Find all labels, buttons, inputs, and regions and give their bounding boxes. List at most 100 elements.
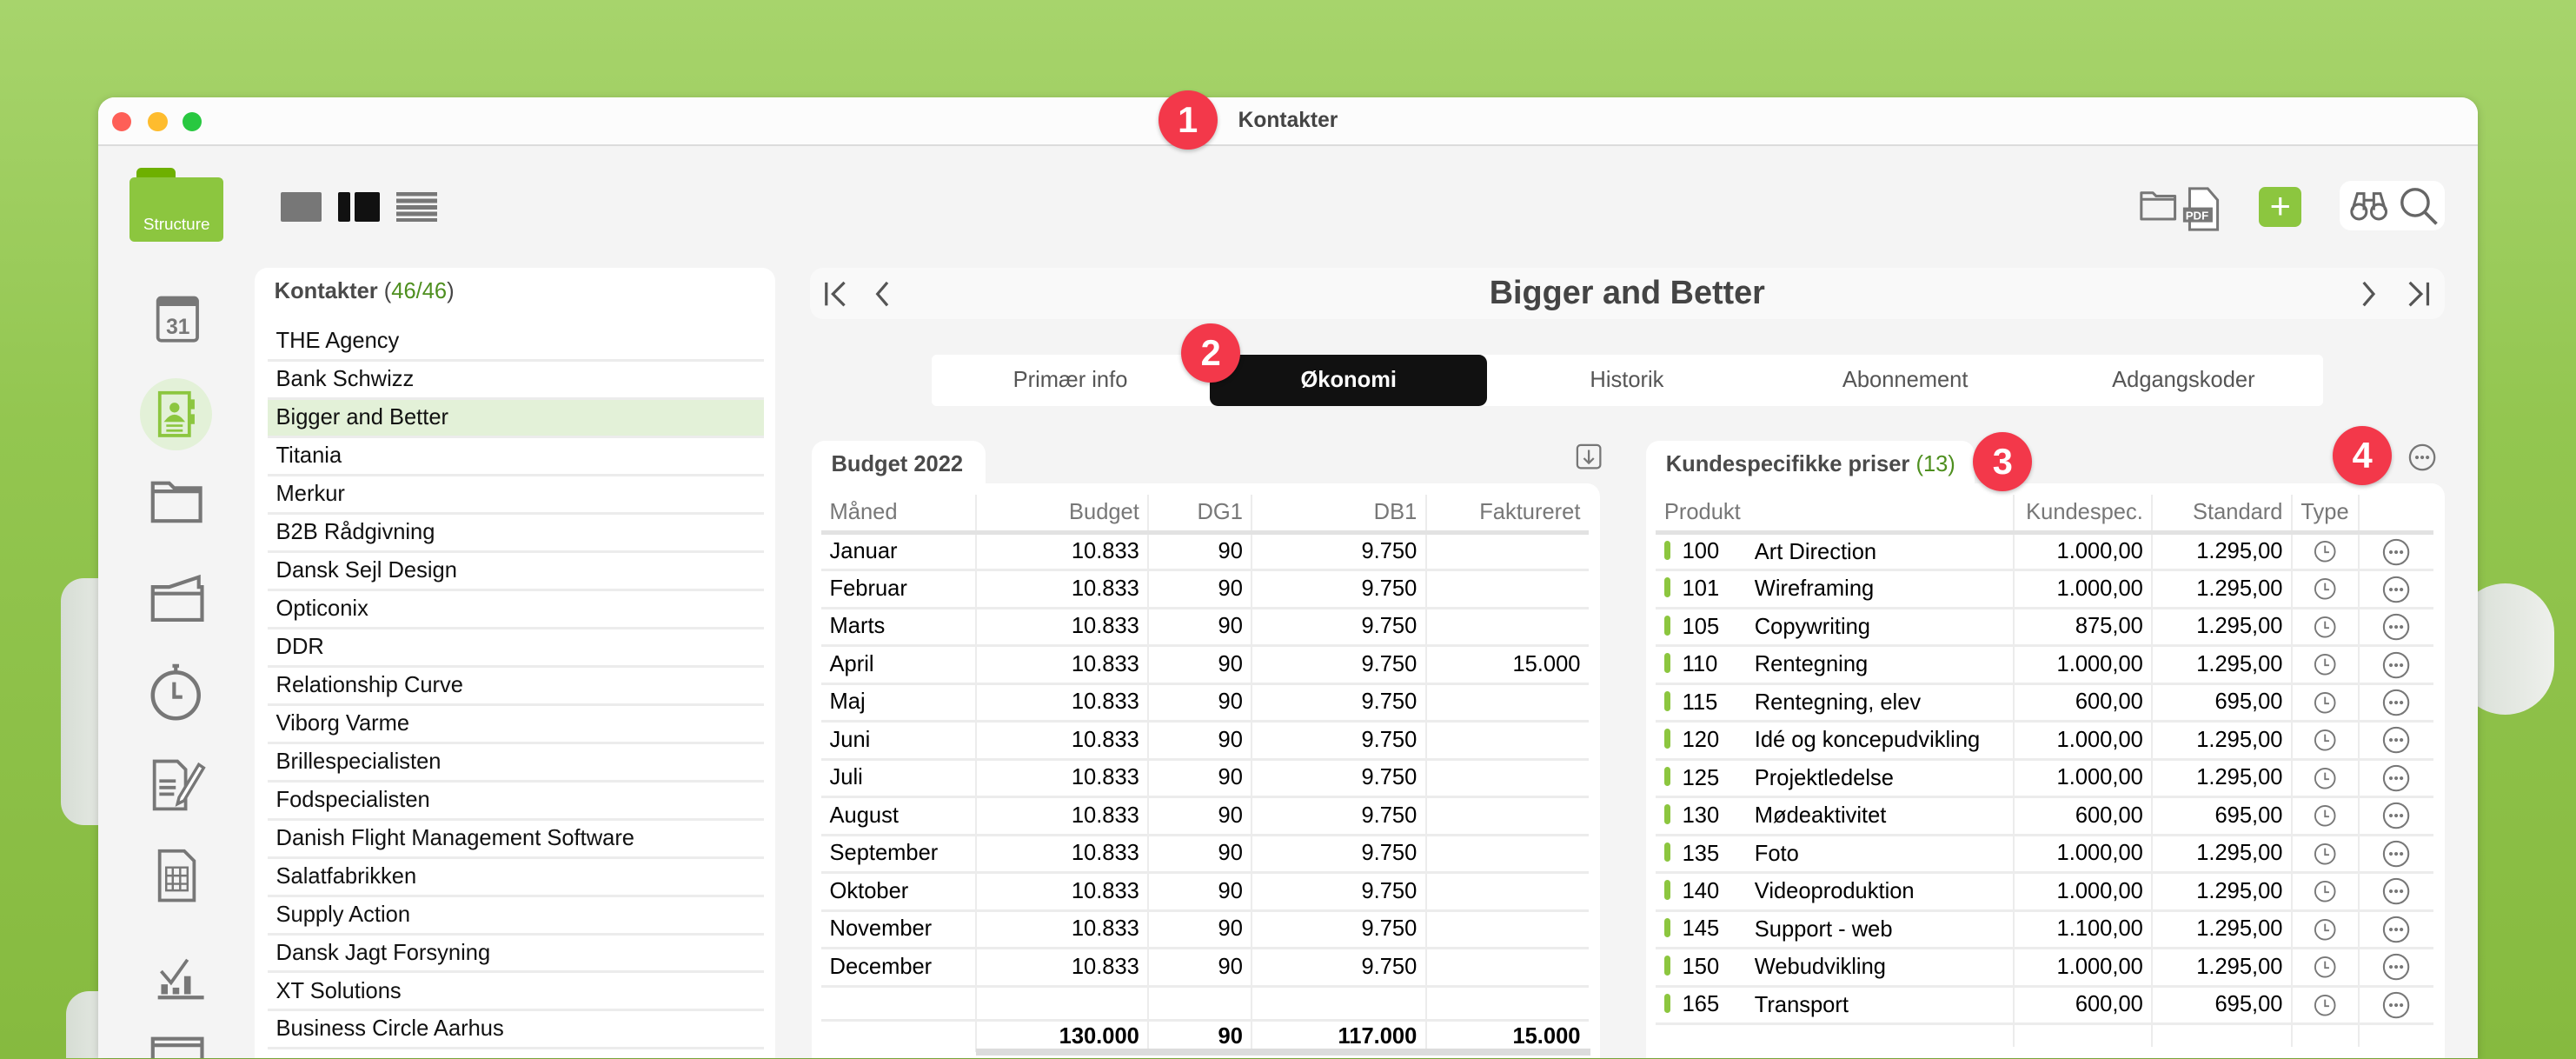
budget-row[interactable]: Marts 10.833 90 9.750	[821, 608, 1589, 648]
row-options-icon[interactable]	[2358, 721, 2433, 761]
price-row[interactable]: 115 Rentegning, elev 600,00 695,00	[1656, 683, 2433, 723]
contact-list-item[interactable]: XT Solutions	[268, 974, 764, 1012]
budget-row[interactable]: December 10.833 90 9.750	[821, 948, 1589, 988]
customer-price[interactable]: 1.000,00	[2013, 948, 2153, 988]
price-row[interactable]: 110 Rentegning 1.000,00 1.295,00	[1656, 645, 2433, 685]
invoice-icon[interactable]	[149, 1034, 205, 1059]
price-row[interactable]: 165 Transport 600,00 695,00	[1656, 986, 2433, 1026]
budget-row[interactable]: Maj 10.833 90 9.750	[821, 683, 1589, 723]
spreadsheet-icon[interactable]	[155, 848, 201, 903]
row-options-icon[interactable]	[2358, 532, 2433, 572]
budget-row[interactable]: Oktober 10.833 90 9.750	[821, 872, 1589, 912]
column-header[interactable]: Måned	[821, 494, 976, 535]
customer-price[interactable]: 1.000,00	[2013, 532, 2153, 572]
budget-row[interactable]: Januar 10.833 90 9.750	[821, 532, 1589, 572]
contact-list-item[interactable]: Brillespecialisten	[268, 744, 764, 783]
price-row[interactable]: 140 Videoproduktion 1.000,00 1.295,00	[1656, 872, 2433, 912]
column-header[interactable]: DG1	[1147, 494, 1252, 535]
contact-list-item[interactable]: DDR	[268, 629, 764, 668]
price-row[interactable]: 135 Foto 1.000,00 1.295,00	[1656, 835, 2433, 875]
binoculars-icon[interactable]	[2349, 189, 2388, 222]
pdf-icon[interactable]: PDF	[2181, 186, 2227, 232]
budget-row[interactable]: Februar 10.833 90 9.750	[821, 569, 1589, 609]
row-options-icon[interactable]	[2358, 910, 2433, 950]
minimize-window-button[interactable]	[148, 111, 168, 132]
column-header[interactable]: Kundespec.	[2013, 494, 2153, 535]
contact-list-item[interactable]: Bigger and Better	[268, 400, 764, 439]
customer-price[interactable]: 1.000,00	[2013, 569, 2153, 609]
column-header[interactable]: DB1	[1251, 494, 1426, 535]
budget-row[interactable]: November 10.833 90 9.750	[821, 910, 1589, 950]
row-options-icon[interactable]	[2358, 683, 2433, 723]
zoom-window-button[interactable]	[182, 111, 202, 132]
customer-price[interactable]: 1.000,00	[2013, 872, 2153, 912]
contact-list-item[interactable]: Viborg Varme	[268, 706, 764, 744]
column-header[interactable]: Standard	[2151, 494, 2292, 535]
row-options-icon[interactable]	[2358, 986, 2433, 1026]
title-bar[interactable]: Kontakter	[98, 97, 2478, 147]
open-folder-icon[interactable]	[149, 574, 205, 623]
list-view-icon[interactable]	[395, 192, 437, 223]
price-row[interactable]: 125 Projektledelse 1.000,00 1.295,00	[1656, 759, 2433, 799]
price-row[interactable]: 120 Idé og koncepudvikling 1.000,00 1.295,0…	[1656, 721, 2433, 761]
tab-item[interactable]: Adgangskoder	[2112, 368, 2255, 393]
column-header[interactable]: Produkt	[1656, 494, 2015, 535]
row-options-icon[interactable]	[2358, 759, 2433, 799]
contact-list-item[interactable]: Business Circle Aarhus	[268, 1011, 764, 1050]
contact-list-item[interactable]: Supply Action	[268, 897, 764, 936]
search-icon[interactable]	[2399, 186, 2441, 229]
row-options-icon[interactable]	[2358, 948, 2433, 988]
row-options-icon[interactable]	[2358, 645, 2433, 685]
table-scrollbar[interactable]	[975, 1048, 1590, 1056]
contact-list-item[interactable]: Fodspecialisten	[268, 783, 764, 821]
price-row[interactable]: 105 Copywriting 875,00 1.295,00	[1656, 608, 2433, 648]
customer-price[interactable]: 600,00	[2013, 796, 2153, 836]
customer-price[interactable]: 1.000,00	[2013, 759, 2153, 799]
tab-active[interactable]: Økonomi	[1209, 355, 1488, 406]
budget-row[interactable]: August 10.833 90 9.750	[821, 796, 1589, 836]
contact-list-item[interactable]: THE Agency	[268, 323, 764, 363]
row-options-icon[interactable]	[2358, 608, 2433, 648]
customer-price[interactable]: 875,00	[2013, 608, 2153, 648]
contact-list-item[interactable]: Salatfabrikken	[268, 859, 764, 897]
contact-list-item[interactable]: Danish Flight Management Software	[268, 821, 764, 859]
customer-price[interactable]: 600,00	[2013, 683, 2153, 723]
budget-row[interactable]: Juni 10.833 90 9.750	[821, 721, 1589, 761]
contact-list-item[interactable]: Merkur	[268, 476, 764, 516]
budget-row[interactable]: April 10.833 90 9.750 15.000	[821, 645, 1589, 685]
stopwatch-icon[interactable]	[149, 663, 205, 722]
download-icon[interactable]	[1576, 443, 1602, 470]
contact-list-item[interactable]: Dansk Jagt Forsyning	[268, 936, 764, 974]
customer-price[interactable]: 1.000,00	[2013, 721, 2153, 761]
edit-document-icon[interactable]	[149, 755, 209, 814]
previous-record-icon[interactable]	[873, 281, 893, 307]
chart-icon[interactable]	[153, 942, 209, 1001]
folder-icon[interactable]	[149, 478, 205, 524]
contact-list-item[interactable]: Relationship Curve	[268, 668, 764, 706]
tab-item[interactable]: Primær info	[1012, 368, 1128, 393]
last-record-icon[interactable]	[2405, 281, 2431, 307]
tab-item[interactable]: Abonnement	[1842, 368, 1969, 393]
contact-list-item[interactable]: Opticonix	[268, 591, 764, 629]
customer-price[interactable]: 600,00	[2013, 986, 2153, 1026]
close-window-button[interactable]	[111, 111, 132, 132]
tab-item[interactable]: Historik	[1590, 368, 1664, 393]
split-view-icon[interactable]	[338, 192, 380, 223]
calendar-icon[interactable]: 31	[153, 291, 202, 343]
contact-list-item[interactable]: Bank Schwizz	[268, 362, 764, 401]
contact-list-item[interactable]: Titania	[268, 438, 764, 477]
single-view-icon[interactable]	[281, 192, 322, 223]
price-row[interactable]: 150 Webudvikling 1.000,00 1.295,00	[1656, 948, 2433, 988]
customer-price[interactable]: 1.100,00	[2013, 910, 2153, 950]
first-record-icon[interactable]	[823, 281, 849, 307]
price-row[interactable]: 101 Wireframing 1.000,00 1.295,00	[1656, 569, 2433, 609]
next-record-icon[interactable]	[2359, 281, 2379, 307]
structure-logo[interactable]: Structure	[129, 167, 224, 242]
row-options-icon[interactable]	[2358, 569, 2433, 609]
add-button[interactable]: +	[2259, 187, 2302, 227]
budget-row[interactable]: September 10.833 90 9.750	[821, 835, 1589, 875]
row-options-icon[interactable]	[2358, 796, 2433, 836]
column-header[interactable]: Budget	[974, 494, 1149, 535]
customer-price[interactable]: 1.000,00	[2013, 835, 2153, 875]
price-row[interactable]: 100 Art Direction 1.000,00 1.295,00	[1656, 532, 2433, 572]
